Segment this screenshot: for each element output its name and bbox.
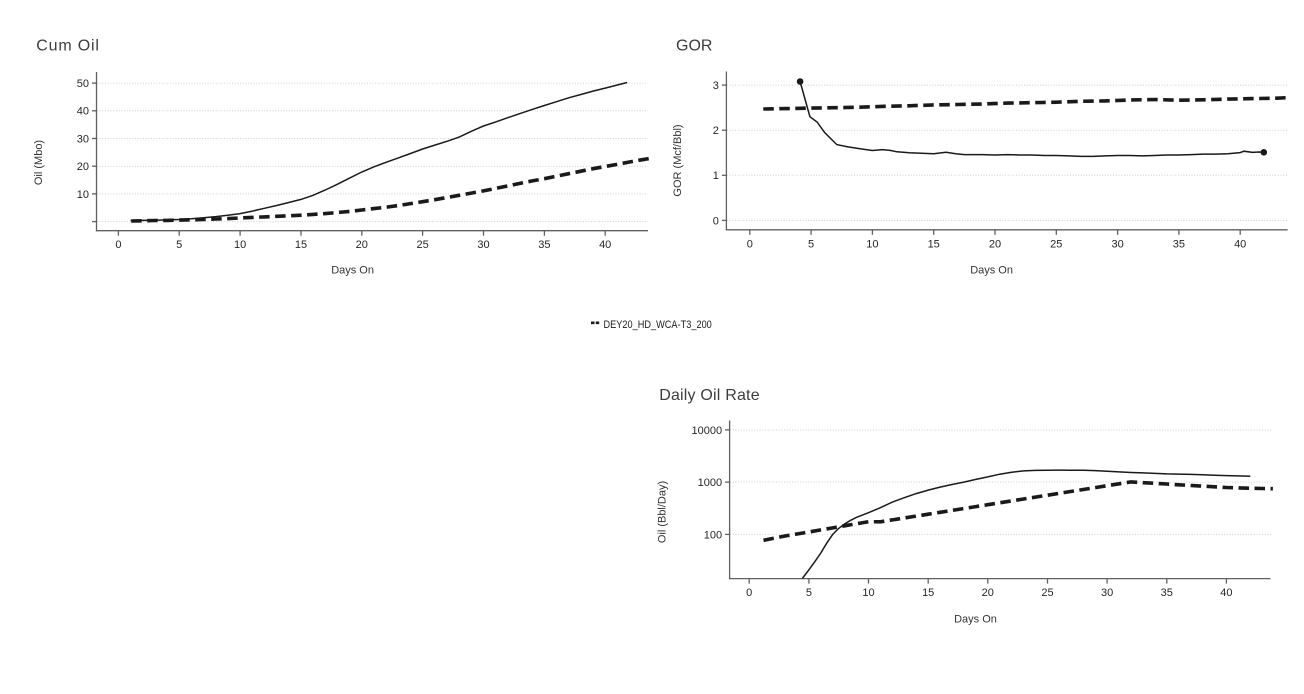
svg-text:1000: 1000 [698, 477, 722, 489]
svg-text:0: 0 [746, 587, 752, 599]
svg-text:5: 5 [806, 587, 812, 599]
svg-text:0: 0 [713, 215, 719, 227]
svg-text:25: 25 [1050, 238, 1062, 250]
svg-text:30: 30 [1101, 587, 1113, 599]
svg-text:35: 35 [1173, 238, 1185, 250]
svg-text:10: 10 [866, 238, 878, 250]
svg-text:5: 5 [176, 239, 182, 251]
svg-text:Cum Oil: Cum Oil [36, 38, 99, 55]
svg-text:20: 20 [77, 161, 89, 173]
svg-text:3: 3 [713, 80, 719, 92]
svg-text:20: 20 [982, 587, 994, 599]
svg-text:25: 25 [416, 239, 428, 251]
svg-text:40: 40 [599, 239, 611, 251]
svg-text:30: 30 [77, 133, 89, 145]
svg-text:GOR: GOR [676, 38, 712, 55]
svg-text:10: 10 [77, 189, 89, 201]
svg-text:Oil (Bbl/Day): Oil (Bbl/Day) [657, 481, 669, 543]
svg-text:35: 35 [1161, 587, 1173, 599]
svg-text:DEY20_HD_WCA-T3_200: DEY20_HD_WCA-T3_200 [604, 319, 712, 331]
svg-text:40: 40 [1234, 238, 1246, 250]
svg-text:0: 0 [115, 239, 121, 251]
svg-text:15: 15 [922, 587, 934, 599]
svg-text:5: 5 [808, 238, 814, 250]
svg-text:20: 20 [989, 238, 1001, 250]
svg-text:50: 50 [77, 78, 89, 90]
svg-text:1: 1 [713, 170, 719, 182]
svg-text:Days On: Days On [954, 614, 997, 626]
svg-text:Daily Oil Rate: Daily Oil Rate [659, 387, 760, 404]
svg-text:30: 30 [477, 239, 489, 251]
svg-text:100: 100 [704, 529, 722, 541]
svg-text:35: 35 [538, 239, 550, 251]
svg-text:GOR (Mcf/Bbl): GOR (Mcf/Bbl) [672, 124, 684, 196]
svg-text:20: 20 [356, 239, 368, 251]
svg-text:40: 40 [77, 106, 89, 118]
svg-text:15: 15 [295, 239, 307, 251]
svg-text:30: 30 [1111, 238, 1123, 250]
svg-text:2: 2 [713, 125, 719, 137]
svg-text:10000: 10000 [692, 425, 723, 437]
svg-text:Days On: Days On [970, 265, 1013, 277]
svg-text:10: 10 [234, 239, 246, 251]
svg-text:25: 25 [1041, 587, 1053, 599]
svg-text:Days On: Days On [331, 265, 374, 277]
svg-text:40: 40 [1220, 587, 1232, 599]
svg-text:10: 10 [862, 587, 874, 599]
svg-text:Oil (Mbo): Oil (Mbo) [33, 140, 45, 185]
svg-text:15: 15 [928, 238, 940, 250]
svg-text:0: 0 [747, 238, 753, 250]
